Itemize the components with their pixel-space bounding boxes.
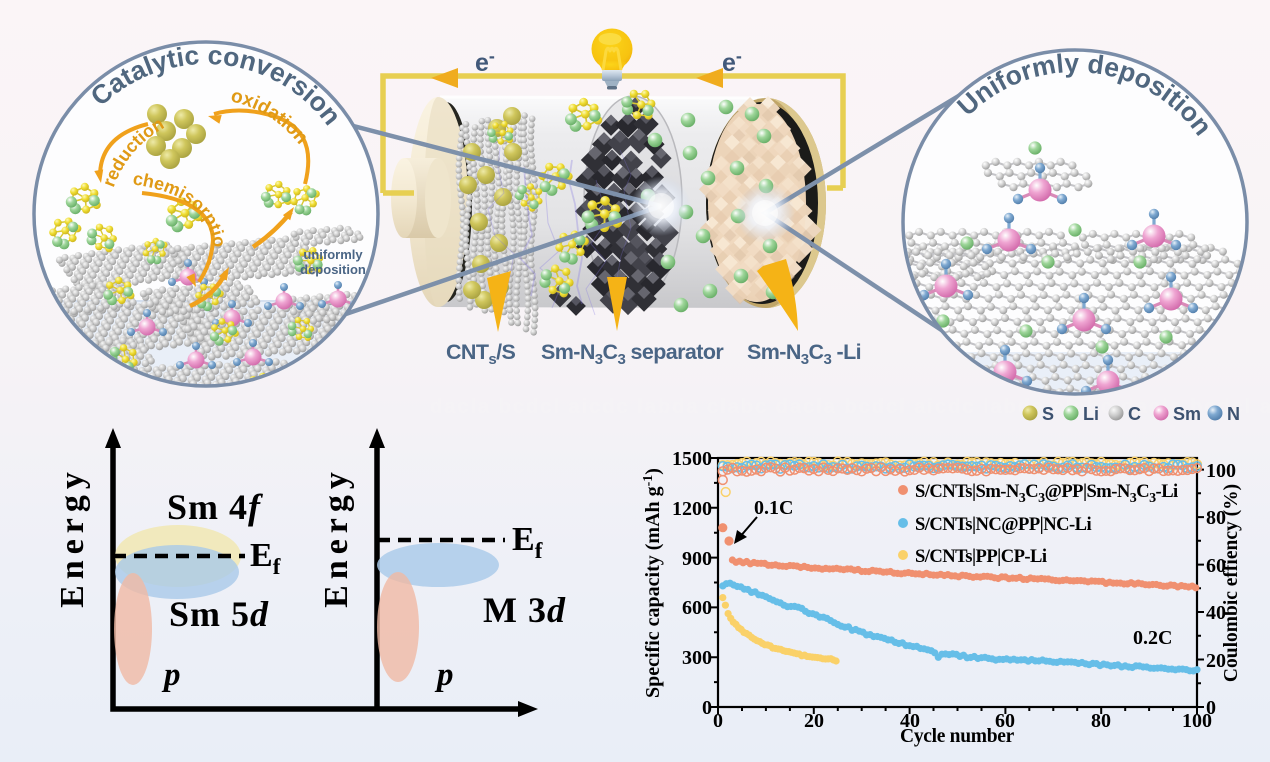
- svg-text:1500: 1500: [672, 448, 712, 470]
- svg-text:Cycle number: Cycle number: [900, 726, 1015, 747]
- svg-text:Energy: Energy: [54, 466, 91, 608]
- svg-text:Sm 4f: Sm 4f: [167, 487, 263, 527]
- svg-text:S/CNTs|NC@PP|NC-Li: S/CNTs|NC@PP|NC-Li: [915, 514, 1091, 535]
- svg-text:Specific capacity (mAh g-1): Specific capacity (mAh g-1): [641, 468, 664, 698]
- svg-text:Energy: Energy: [318, 466, 355, 608]
- svg-text:dacla bcdcl aicdc labda clabc: dacla bcdcl aicdc labda clabc dacla bcdc…: [430, 396, 1270, 418]
- svg-text:60: 60: [995, 710, 1015, 732]
- svg-text:20: 20: [1206, 650, 1226, 672]
- svg-text:uniformly: uniformly: [303, 247, 363, 262]
- svg-text:60: 60: [1206, 555, 1226, 577]
- svg-text:Coulombic effiency (%): Coulombic effiency (%): [1221, 484, 1242, 682]
- svg-text:S/CNTs|PP|CP-Li: S/CNTs|PP|CP-Li: [915, 546, 1047, 567]
- svg-text:Sm-N3C3 separator: Sm-N3C3 separator: [541, 340, 724, 368]
- svg-text:900: 900: [682, 548, 712, 570]
- svg-text:1200: 1200: [672, 498, 712, 520]
- svg-text:80: 80: [1206, 507, 1226, 529]
- svg-text:100: 100: [1182, 710, 1212, 732]
- svg-text:0.2C: 0.2C: [1133, 627, 1172, 649]
- svg-text:80: 80: [1091, 710, 1111, 732]
- svg-text:40: 40: [1206, 602, 1226, 624]
- svg-text:S/CNTs|Sm-N3C3@PP|Sm-N3C3-Li: S/CNTs|Sm-N3C3@PP|Sm-N3C3-Li: [915, 481, 1178, 506]
- svg-text:300: 300: [682, 647, 712, 669]
- svg-text:20: 20: [804, 710, 824, 732]
- svg-text:Sm 5d: Sm 5d: [169, 594, 269, 634]
- svg-text:C: C: [1128, 404, 1141, 424]
- svg-text:0.1C: 0.1C: [754, 497, 793, 519]
- svg-text:p: p: [434, 657, 454, 693]
- svg-text:100: 100: [1206, 460, 1236, 482]
- svg-text:0: 0: [1206, 697, 1216, 719]
- svg-text:40: 40: [900, 710, 920, 732]
- svg-text:S: S: [1042, 404, 1054, 424]
- svg-text:p: p: [161, 657, 181, 693]
- svg-text:600: 600: [682, 597, 712, 619]
- svg-text:Li: Li: [1083, 404, 1099, 424]
- svg-text:CNTs/S: CNTs/S: [446, 340, 516, 368]
- svg-text:0: 0: [702, 697, 712, 719]
- svg-text:N: N: [1227, 404, 1240, 424]
- svg-text:0: 0: [713, 710, 723, 732]
- svg-text:Sm: Sm: [1173, 404, 1201, 424]
- svg-text:M 3d: M 3d: [483, 590, 566, 630]
- svg-text:deposition: deposition: [300, 262, 366, 277]
